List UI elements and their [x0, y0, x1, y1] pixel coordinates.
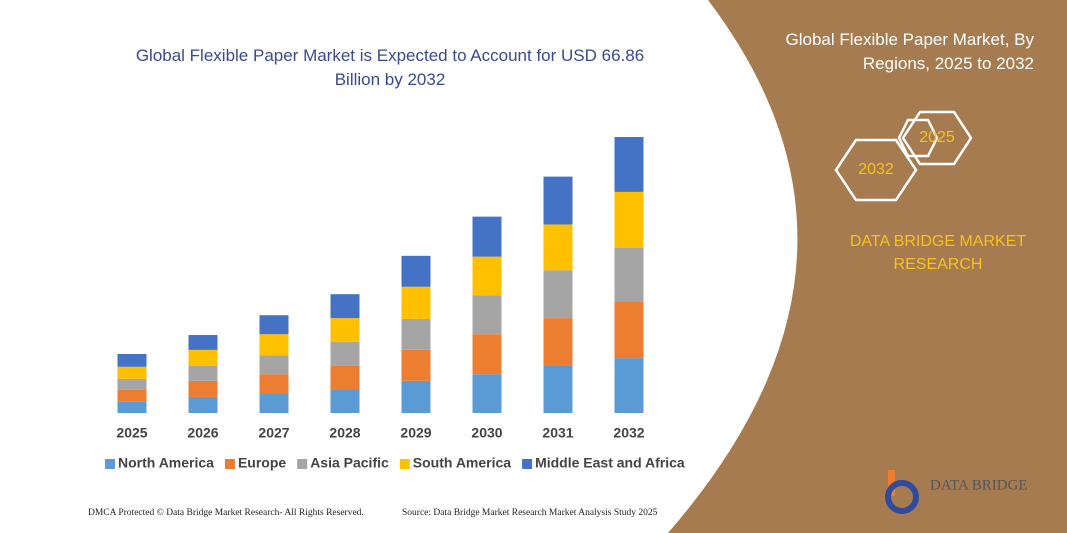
bar-segment [330, 389, 360, 413]
x-tick-label: 2032 [613, 425, 644, 441]
bar-segment [472, 295, 502, 335]
hexagon [834, 138, 918, 202]
bar-segment [188, 349, 218, 366]
x-tick-label: 2025 [116, 425, 147, 441]
hexagon-label: 2025 [919, 129, 955, 146]
x-tick-label: 2027 [258, 425, 289, 441]
bar-segment [543, 270, 573, 319]
side-title: Global Flexible Paper Market, By Regions… [785, 30, 1035, 73]
footer-right: Source: Data Bridge Market Research Mark… [402, 508, 658, 518]
bar-segment [401, 380, 431, 413]
bar-segment [614, 247, 644, 303]
bar-segment [188, 335, 218, 350]
logo-text: DATA BRIDGE [930, 477, 1028, 493]
legend-label: Middle East and Africa [535, 455, 685, 471]
hexagon [901, 110, 973, 166]
logo-icon [885, 470, 919, 514]
bar-segment [401, 255, 431, 287]
legend-label: Europe [238, 455, 286, 471]
x-tick-label: 2031 [542, 425, 573, 441]
brand-text: DATA BRIDGE MARKET RESEARCH [849, 233, 1027, 273]
bar-segment [401, 349, 431, 381]
bar-segment [401, 286, 431, 319]
legend-swatch [224, 459, 235, 469]
legend-label: North America [118, 455, 214, 471]
bar-segment [259, 394, 289, 413]
bar-segment [543, 318, 573, 366]
bar-segment [188, 380, 218, 397]
logo-ring [885, 480, 919, 514]
bar-segment [259, 355, 289, 375]
x-tick-label: 2028 [329, 425, 360, 441]
bar-segment [259, 334, 289, 356]
x-tick-label: 2029 [400, 425, 431, 441]
bar-segment [472, 256, 502, 296]
bar-segment [543, 224, 573, 271]
chart-title: Global Flexible Paper Market is Expected… [135, 46, 645, 89]
bar-segment [472, 334, 502, 375]
bar-segment [614, 137, 644, 192]
bar-segment [117, 366, 147, 379]
bar-segment [259, 315, 289, 335]
legend-swatch [105, 459, 115, 469]
legend-swatch [522, 459, 533, 469]
bar-segment [330, 294, 360, 319]
bar-segment [330, 365, 360, 390]
legend-swatch [297, 459, 308, 469]
bar-segment [401, 318, 431, 350]
legend-label: Asia Pacific [310, 455, 389, 471]
bar-segment [614, 358, 644, 413]
legend-label: South America [413, 455, 511, 471]
bar-segment [330, 342, 360, 366]
bar-segment [117, 389, 147, 402]
bar-segment [543, 176, 573, 225]
legend-swatch [399, 459, 410, 469]
bar-segment [614, 302, 644, 359]
bar-segment [259, 374, 289, 395]
bar-segment [188, 365, 218, 381]
bar-segment [117, 401, 147, 413]
bar-segment [117, 378, 147, 390]
bar-segment [472, 374, 502, 413]
bar-segment [614, 191, 644, 248]
bar-segment [330, 318, 360, 343]
hexagon-label: 2032 [858, 161, 894, 178]
logo-bar [888, 470, 895, 496]
bar-segment [543, 365, 573, 413]
bar-segment [472, 216, 502, 257]
bar-segment [117, 354, 147, 367]
x-tick-label: 2030 [471, 425, 502, 441]
footer-left: DMCA Protected © Data Bridge Market Rese… [88, 508, 364, 518]
x-tick-label: 2026 [187, 425, 218, 441]
bar-segment [188, 396, 218, 413]
